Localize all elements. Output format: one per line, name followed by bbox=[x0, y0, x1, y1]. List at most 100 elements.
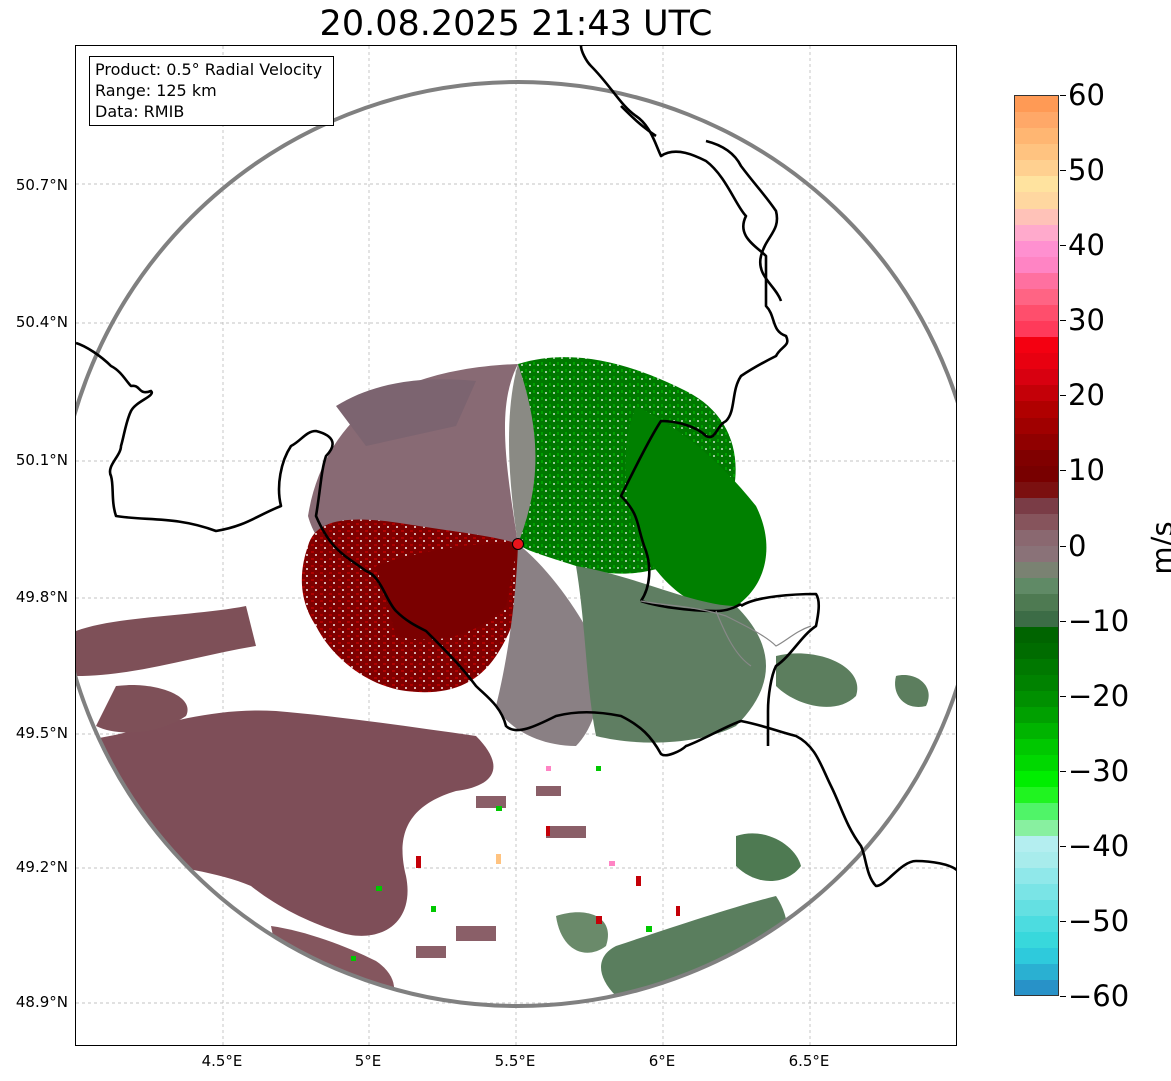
colorbar-segment bbox=[1015, 642, 1058, 659]
colorbar-segment bbox=[1015, 160, 1058, 177]
colorbar-segment bbox=[1015, 980, 1058, 995]
lon-label: 4.5°E bbox=[201, 1052, 243, 1070]
colorbar-tick bbox=[1060, 920, 1066, 922]
colorbar-tick bbox=[1060, 95, 1066, 96]
colorbar-segment bbox=[1015, 674, 1058, 691]
colorbar-tick-label: 60 bbox=[1068, 78, 1105, 112]
colorbar-tick bbox=[1060, 170, 1066, 172]
radar-map[interactable] bbox=[75, 45, 957, 1046]
product-label: Product: 0.5° Radial Velocity bbox=[95, 60, 323, 79]
country-borders bbox=[76, 46, 956, 888]
lon-label: 6.5°E bbox=[788, 1052, 830, 1070]
colorbar-segment bbox=[1015, 224, 1058, 241]
colorbar-tick bbox=[1060, 470, 1066, 472]
colorbar-segment bbox=[1015, 321, 1058, 338]
colorbar-tick bbox=[1060, 845, 1066, 847]
colorbar-segment bbox=[1015, 964, 1058, 981]
lat-label: 49.8°N bbox=[15, 588, 68, 606]
colorbar-segment bbox=[1015, 851, 1058, 868]
colorbar-segment bbox=[1015, 915, 1058, 933]
colorbar-segment bbox=[1015, 433, 1058, 450]
lat-label: 50.7°N bbox=[15, 176, 68, 194]
range-ring bbox=[76, 80, 956, 1008]
colorbar-segment bbox=[1015, 594, 1058, 611]
colorbar-tick bbox=[1060, 395, 1066, 397]
radar-map-canvas bbox=[76, 46, 956, 1045]
colorbar-segment bbox=[1015, 449, 1058, 466]
regional-borders bbox=[640, 600, 812, 667]
colorbar-segment bbox=[1015, 739, 1058, 756]
colorbar-segment bbox=[1015, 385, 1058, 402]
colorbar-segment bbox=[1015, 481, 1058, 498]
velocity-colorbar bbox=[1014, 95, 1059, 996]
colorbar-segment bbox=[1015, 932, 1058, 949]
range-label: Range: 125 km bbox=[95, 81, 217, 100]
colorbar-segment bbox=[1015, 272, 1058, 289]
colorbar-tick-label: −50 bbox=[1068, 903, 1130, 938]
lon-label: 6°E bbox=[648, 1052, 676, 1070]
colorbar-tick bbox=[1060, 620, 1066, 622]
colorbar-segment bbox=[1015, 658, 1058, 675]
colorbar-tick-label: 50 bbox=[1068, 153, 1105, 188]
colorbar-segment bbox=[1015, 819, 1058, 836]
colorbar-segment bbox=[1015, 337, 1058, 354]
lat-label: 48.9°N bbox=[15, 993, 68, 1011]
colorbar-segment bbox=[1015, 787, 1058, 804]
colorbar-segment bbox=[1015, 401, 1058, 418]
colorbar-segment bbox=[1015, 771, 1058, 788]
colorbar-segment bbox=[1015, 176, 1058, 193]
colorbar-segment bbox=[1015, 208, 1058, 225]
colorbar-tick-label: −20 bbox=[1068, 678, 1130, 713]
colorbar-segment bbox=[1015, 465, 1058, 482]
colorbar-segment bbox=[1015, 706, 1058, 724]
colorbar-segment bbox=[1015, 353, 1058, 370]
colorbar-tick-label: 30 bbox=[1068, 303, 1105, 338]
colorbar-segment bbox=[1015, 755, 1058, 772]
colorbar-segment bbox=[1015, 546, 1058, 563]
colorbar-segment bbox=[1015, 723, 1058, 740]
colorbar-unit-label: m/s bbox=[1145, 521, 1171, 575]
colorbar-tick bbox=[1060, 695, 1066, 697]
colorbar-segment bbox=[1015, 948, 1058, 965]
colorbar-segment bbox=[1015, 835, 1058, 852]
colorbar-segment bbox=[1015, 369, 1058, 386]
lon-label: 5°E bbox=[354, 1052, 382, 1070]
colorbar-tick-label: −60 bbox=[1068, 979, 1130, 1013]
product-info-box: Product: 0.5° Radial Velocity Range: 125… bbox=[89, 56, 334, 126]
colorbar-tick-label: −30 bbox=[1068, 753, 1130, 788]
colorbar-tick-label: 20 bbox=[1068, 378, 1105, 413]
colorbar-segment bbox=[1015, 883, 1058, 900]
colorbar-tick bbox=[1060, 545, 1066, 547]
colorbar-segment bbox=[1015, 610, 1058, 627]
colorbar-segment bbox=[1015, 192, 1058, 209]
colorbar-segment bbox=[1015, 96, 1058, 113]
colorbar-segment bbox=[1015, 530, 1058, 547]
colorbar-tick-label: 10 bbox=[1068, 453, 1105, 488]
colorbar-segment bbox=[1015, 867, 1058, 884]
lat-label: 50.1°N bbox=[15, 451, 68, 469]
colorbar-tick-label: 40 bbox=[1068, 228, 1105, 263]
lat-label: 49.2°N bbox=[15, 858, 68, 876]
map-title: 20.08.2025 21:43 UTC bbox=[319, 4, 713, 44]
lat-label: 49.5°N bbox=[15, 724, 68, 742]
colorbar-segment bbox=[1015, 305, 1058, 322]
data-source-label: Data: RMIB bbox=[95, 102, 185, 121]
lon-label: 5.5°E bbox=[494, 1052, 536, 1070]
colorbar-segment bbox=[1015, 144, 1058, 161]
colorbar-tick bbox=[1060, 245, 1066, 247]
colorbar-segment bbox=[1015, 899, 1058, 916]
radar-echoes bbox=[76, 357, 929, 1006]
colorbar-tick bbox=[1060, 320, 1066, 322]
colorbar-segment bbox=[1015, 578, 1058, 595]
colorbar-segment bbox=[1015, 256, 1058, 273]
colorbar-tick bbox=[1060, 996, 1066, 997]
colorbar-tick-label: −40 bbox=[1068, 828, 1130, 863]
colorbar-tick-label: 0 bbox=[1068, 528, 1087, 563]
colorbar-segment bbox=[1015, 626, 1058, 643]
colorbar-segment bbox=[1015, 240, 1058, 257]
colorbar-segment bbox=[1015, 288, 1058, 306]
colorbar-segment bbox=[1015, 112, 1058, 129]
colorbar-tick-label: −10 bbox=[1068, 603, 1130, 638]
colorbar-segment bbox=[1015, 497, 1058, 515]
colorbar-tick bbox=[1060, 770, 1066, 772]
